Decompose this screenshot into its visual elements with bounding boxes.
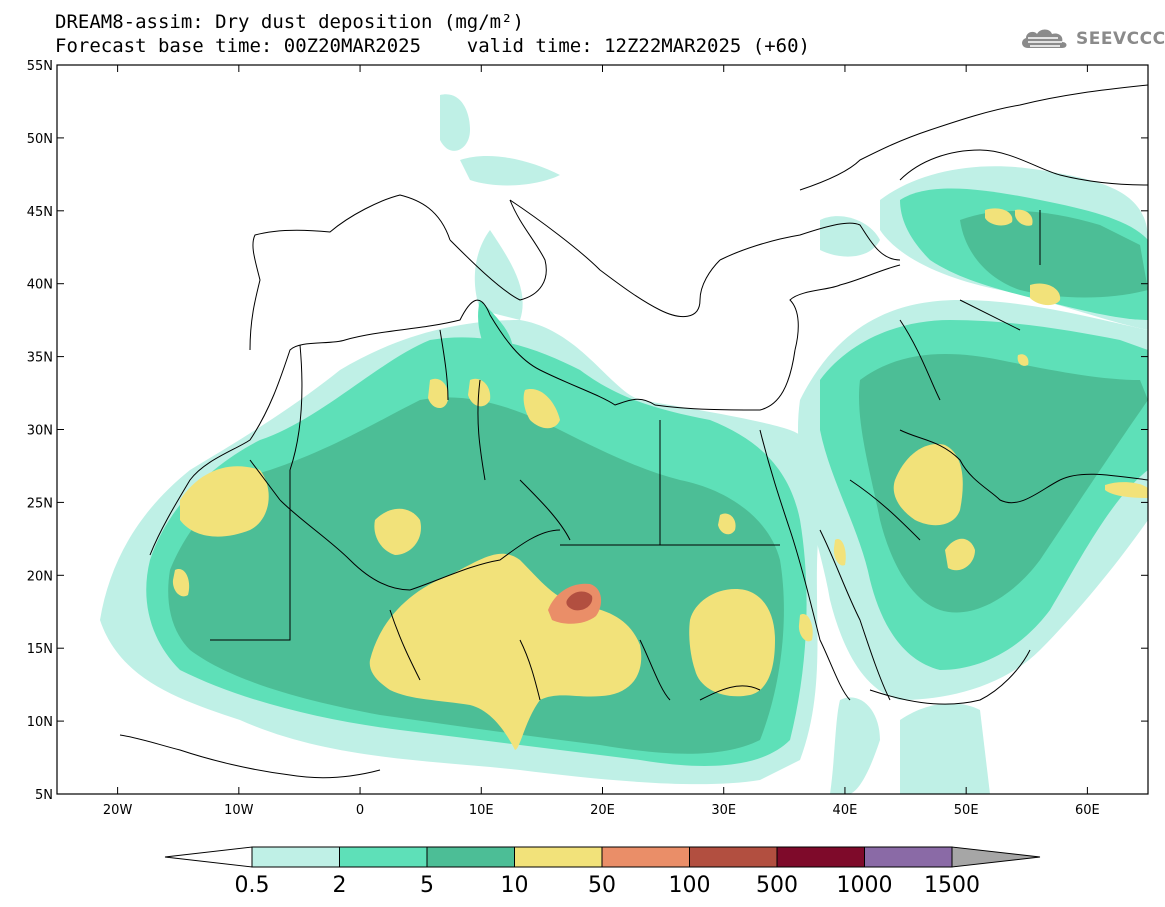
colorbar-swatch — [776, 846, 865, 868]
lat-tick-label: 20N — [27, 569, 53, 584]
colorbar-label: 1500 — [924, 873, 980, 898]
longitude-axis: 20W 10W 0 10E 20E 30E 40E 50E 60E — [103, 65, 1100, 818]
lat-tick-label: 55N — [27, 59, 53, 74]
colorbar-label: 10 — [501, 873, 529, 898]
colorbar-swatch — [426, 846, 515, 868]
latitude-axis: 55N 50N 45N 40N 35N 30N 25N 20N 15N 10N 5N — [27, 59, 1148, 803]
colorbar-label: 5 — [420, 873, 434, 898]
lat-tick-label: 25N — [27, 496, 53, 511]
colorbar-label: 500 — [756, 873, 798, 898]
lat-tick-label: 50N — [27, 132, 53, 147]
colorbar-label: 100 — [669, 873, 711, 898]
brand-text: SEEVCCC — [1076, 29, 1165, 49]
lat-tick-label: 10N — [27, 715, 53, 730]
colorbar-swatch — [251, 846, 340, 868]
colorbar-label: 50 — [588, 873, 616, 898]
lat-tick-label: 15N — [27, 642, 53, 657]
colorbar-swatch — [339, 846, 428, 868]
colorbar-label: 1000 — [837, 873, 893, 898]
colorbar-swatch — [601, 846, 690, 868]
lon-tick-label: 60E — [1075, 803, 1100, 818]
colorbar-swatch — [514, 846, 603, 868]
lat-tick-label: 5N — [35, 788, 53, 803]
lat-tick-label: 30N — [27, 424, 53, 439]
lat-tick-label: 45N — [27, 205, 53, 220]
lon-tick-label: 20E — [590, 803, 615, 818]
colorbar-swatch — [864, 846, 953, 868]
coastlines-and-borders — [119, 84, 1148, 779]
colorbar-under-triangle — [164, 846, 253, 868]
forecast-time-line: Forecast base time: 00Z20MAR2025 valid t… — [55, 35, 810, 57]
deposition-shading — [100, 94, 1148, 794]
lon-tick-label: 40E — [833, 803, 858, 818]
colorbar-label: 2 — [333, 873, 347, 898]
lon-tick-label: 0 — [356, 803, 364, 818]
map-title: DREAM8-assim: Dry dust deposition (mg/m²… — [55, 11, 524, 33]
colorbar-swatch — [689, 846, 778, 868]
lon-tick-label: 10E — [469, 803, 494, 818]
lon-tick-label: 30E — [711, 803, 736, 818]
lon-tick-label: 10W — [224, 803, 254, 818]
brand-logo: SEEVCCC — [1018, 26, 1165, 52]
colorbar: 0.5 2 5 10 50 100 500 1000 1500 — [164, 846, 1041, 898]
lat-tick-label: 40N — [27, 278, 53, 293]
lat-tick-label: 35N — [27, 351, 53, 366]
cloud-logo-icon — [1022, 29, 1067, 48]
lon-tick-label: 20W — [103, 803, 133, 818]
colorbar-over-triangle — [951, 846, 1041, 868]
colorbar-label: 0.5 — [235, 873, 270, 898]
lon-tick-label: 50E — [954, 803, 979, 818]
